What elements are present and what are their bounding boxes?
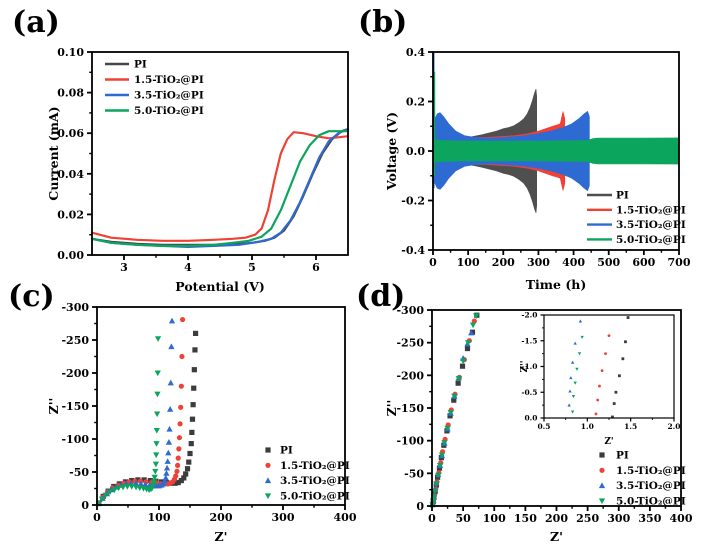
svg-text:0.08: 0.08 bbox=[57, 87, 84, 100]
svg-text:350: 350 bbox=[638, 512, 661, 525]
chart-b: 0 100 200 300 400 500 600 700 0.4 0.2 0.0 -0.2 -0.4 T… bbox=[384, 46, 691, 292]
svg-text:Z': Z' bbox=[215, 529, 228, 544]
svg-text:1.5-TiO₂@PI: 1.5-TiO₂@PI bbox=[134, 74, 204, 86]
svg-text:6: 6 bbox=[312, 261, 320, 274]
svg-text:5.0-TiO₂@PI: 5.0-TiO₂@PI bbox=[280, 491, 350, 503]
svg-text:300: 300 bbox=[607, 512, 630, 525]
svg-text:100: 100 bbox=[483, 512, 506, 525]
svg-text:300: 300 bbox=[527, 256, 550, 269]
svg-text:-150: -150 bbox=[396, 402, 424, 415]
panel-d-label: (d) bbox=[356, 279, 406, 314]
svg-text:5.0-TiO₂@PI: 5.0-TiO₂@PI bbox=[134, 105, 204, 117]
svg-text:Z': Z' bbox=[550, 529, 563, 544]
chart-c: 0 100 200 300 400 0 -50 -100 -150 -200 -250 -300 Z' Z… bbox=[46, 301, 357, 544]
svg-text:0: 0 bbox=[429, 256, 437, 269]
svg-text:Z'': Z'' bbox=[520, 360, 530, 372]
svg-text:-100: -100 bbox=[396, 435, 424, 448]
svg-text:0.0: 0.0 bbox=[406, 145, 425, 158]
chart-d-inset: 0.5 1.0 1.5 2.0 0.0 -0.5 -1.0 -1.5 -2.0 Z' Z'' bbox=[520, 311, 681, 447]
svg-text:-50: -50 bbox=[69, 466, 89, 479]
svg-text:0: 0 bbox=[93, 511, 101, 524]
svg-text:2.0: 2.0 bbox=[667, 422, 680, 431]
svg-text:3.5-TiO₂@PI: 3.5-TiO₂@PI bbox=[134, 90, 204, 102]
svg-text:-0.2: -0.2 bbox=[401, 194, 425, 207]
svg-text:300: 300 bbox=[272, 511, 295, 524]
svg-text:400: 400 bbox=[670, 512, 693, 525]
svg-text:-100: -100 bbox=[61, 433, 89, 446]
svg-text:-0.5: -0.5 bbox=[521, 388, 537, 397]
svg-text:5.0-TiO₂@PI: 5.0-TiO₂@PI bbox=[616, 234, 686, 246]
svg-text:3: 3 bbox=[120, 261, 128, 274]
svg-text:200: 200 bbox=[492, 256, 515, 269]
svg-text:400: 400 bbox=[334, 511, 357, 524]
svg-text:PI: PI bbox=[280, 445, 293, 457]
svg-text:1.5-TiO₂@PI: 1.5-TiO₂@PI bbox=[280, 460, 350, 472]
svg-text:0: 0 bbox=[428, 512, 436, 525]
svg-text:100: 100 bbox=[148, 511, 171, 524]
svg-text:Z'': Z'' bbox=[46, 398, 61, 415]
svg-text:0.4: 0.4 bbox=[406, 46, 425, 59]
svg-text:0: 0 bbox=[81, 499, 89, 512]
chart-a: 3 4 5 6 0.00 0.02 0.04 0.06 0.08 0.10 Potential (V… bbox=[46, 46, 350, 294]
svg-text:4: 4 bbox=[184, 261, 192, 274]
svg-text:1.5: 1.5 bbox=[624, 422, 637, 431]
svg-text:-150: -150 bbox=[61, 400, 89, 413]
svg-text:400: 400 bbox=[562, 256, 585, 269]
panel-a-label: (a) bbox=[12, 5, 60, 40]
svg-text:150: 150 bbox=[514, 512, 537, 525]
svg-text:100: 100 bbox=[457, 256, 480, 269]
svg-text:5: 5 bbox=[248, 261, 256, 274]
svg-text:0.10: 0.10 bbox=[57, 46, 84, 59]
svg-text:50: 50 bbox=[455, 512, 471, 525]
panel-b-label: (b) bbox=[358, 5, 408, 40]
svg-text:0: 0 bbox=[416, 500, 424, 513]
svg-text:Current (mA): Current (mA) bbox=[46, 106, 61, 200]
svg-text:PI: PI bbox=[616, 450, 629, 462]
svg-text:-250: -250 bbox=[396, 337, 424, 350]
svg-text:1.5-TiO₂@PI: 1.5-TiO₂@PI bbox=[616, 465, 686, 477]
svg-text:3.5-TiO₂@PI: 3.5-TiO₂@PI bbox=[616, 480, 686, 492]
svg-text:1.0: 1.0 bbox=[581, 422, 594, 431]
svg-text:-300: -300 bbox=[396, 304, 424, 317]
svg-text:0.5: 0.5 bbox=[537, 422, 550, 431]
svg-text:-50: -50 bbox=[404, 467, 424, 480]
svg-text:-300: -300 bbox=[61, 301, 89, 314]
svg-text:PI: PI bbox=[616, 190, 629, 202]
svg-text:Z': Z' bbox=[604, 437, 613, 447]
svg-text:Potential (V): Potential (V) bbox=[175, 279, 264, 294]
svg-text:-200: -200 bbox=[61, 367, 89, 380]
svg-text:700: 700 bbox=[668, 256, 691, 269]
panel-c-label: (c) bbox=[8, 279, 55, 314]
svg-text:-1.0: -1.0 bbox=[521, 362, 537, 371]
chart-d: 0 50 100 150 200 250 300 350 400 0 -50 -100 -150 -200… bbox=[384, 304, 693, 544]
svg-text:0.06: 0.06 bbox=[57, 127, 84, 140]
svg-text:-2.0: -2.0 bbox=[521, 311, 537, 320]
svg-text:0.2: 0.2 bbox=[406, 95, 425, 108]
svg-text:0.02: 0.02 bbox=[57, 208, 84, 221]
svg-text:500: 500 bbox=[597, 256, 620, 269]
svg-text:Time (h): Time (h) bbox=[526, 277, 587, 292]
svg-text:600: 600 bbox=[632, 256, 655, 269]
svg-text:Z'': Z'' bbox=[384, 400, 399, 417]
svg-text:3.5-TiO₂@PI: 3.5-TiO₂@PI bbox=[280, 475, 350, 487]
svg-text:200: 200 bbox=[545, 512, 568, 525]
svg-text:-1.5: -1.5 bbox=[521, 336, 537, 345]
svg-text:5.0-TiO₂@PI: 5.0-TiO₂@PI bbox=[616, 496, 686, 508]
svg-text:Voltage (V): Voltage (V) bbox=[384, 112, 399, 191]
svg-text:1.5-TiO₂@PI: 1.5-TiO₂@PI bbox=[616, 204, 686, 216]
svg-text:0.00: 0.00 bbox=[57, 249, 84, 262]
svg-text:-0.4: -0.4 bbox=[401, 244, 425, 257]
svg-text:0.04: 0.04 bbox=[57, 168, 84, 181]
svg-text:-200: -200 bbox=[396, 369, 424, 382]
svg-text:3.5-TiO₂@PI: 3.5-TiO₂@PI bbox=[616, 219, 686, 231]
svg-text:PI: PI bbox=[134, 59, 147, 71]
svg-text:200: 200 bbox=[210, 511, 233, 524]
svg-text:-250: -250 bbox=[61, 334, 89, 347]
svg-text:250: 250 bbox=[576, 512, 599, 525]
svg-text:0.0: 0.0 bbox=[524, 414, 537, 423]
